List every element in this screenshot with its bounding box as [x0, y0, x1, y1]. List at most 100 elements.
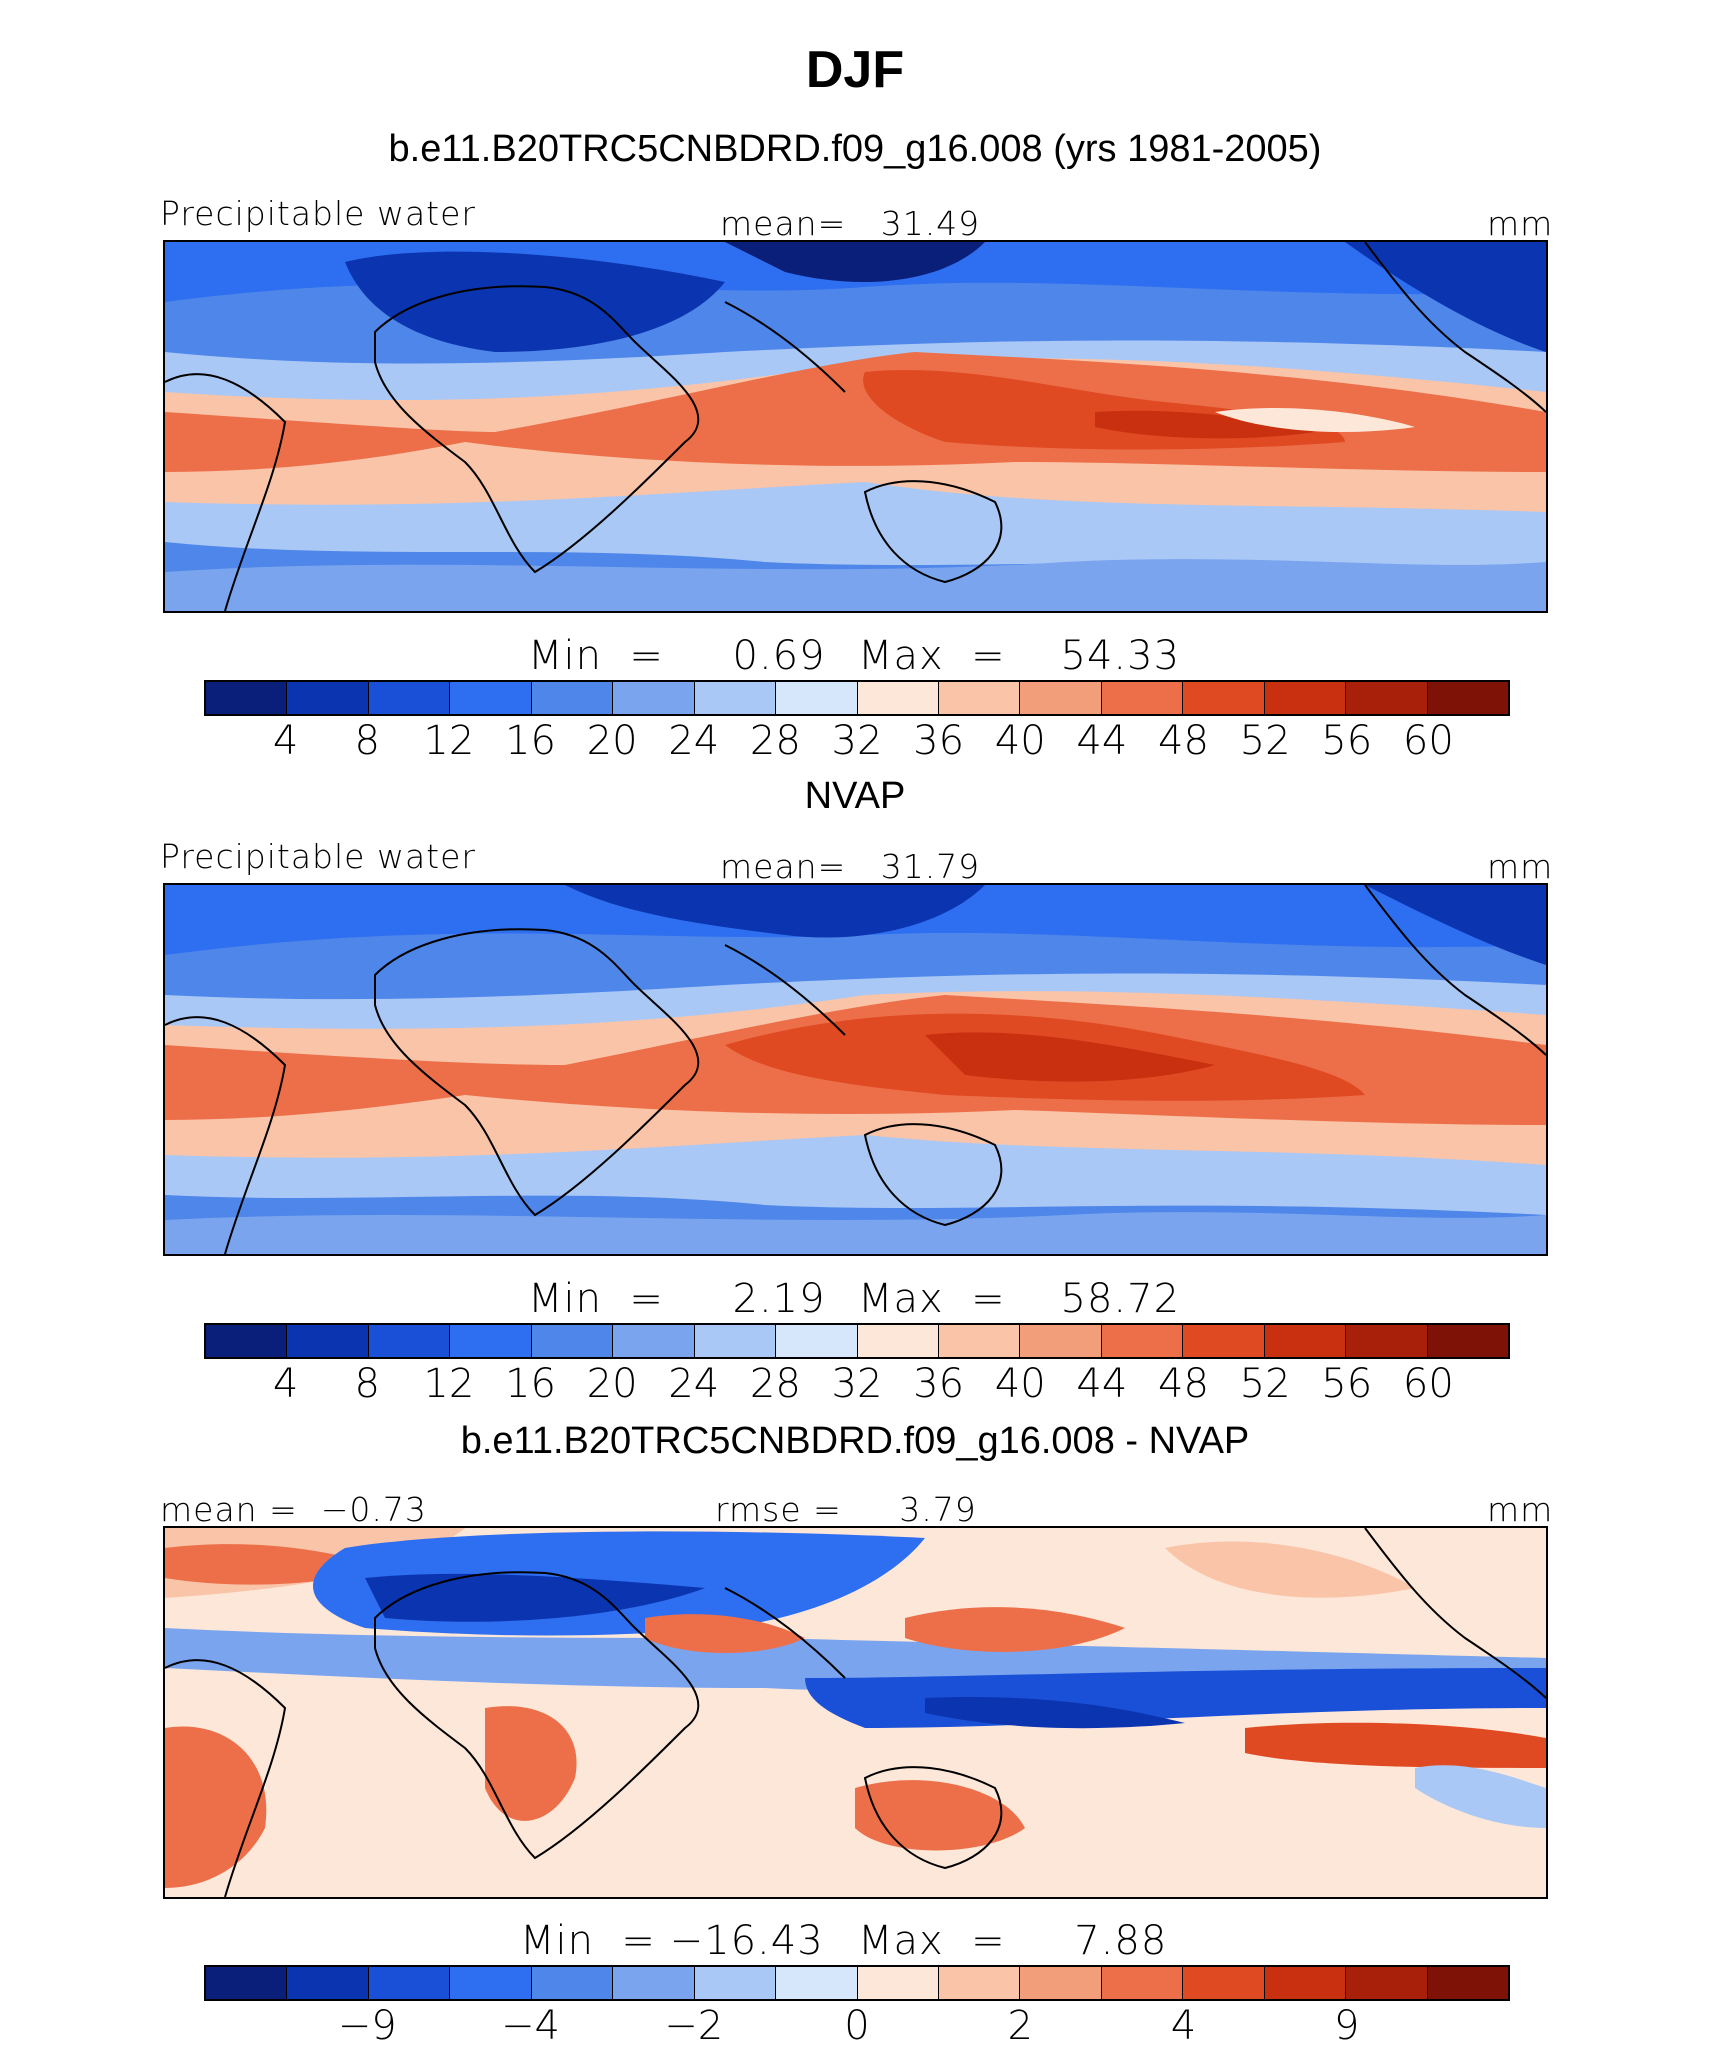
- panel-1-colorbar: [204, 680, 1510, 716]
- panel-2-colorbar-tick-label: 12: [423, 1361, 475, 1407]
- panel-2-field: [165, 885, 1546, 1254]
- panel-2-variable-label: Precipitable water: [160, 837, 476, 876]
- panel-3-colorbar-tick-label: 4: [1170, 2003, 1197, 2049]
- panel-3-colorbar-swatch: [450, 1967, 532, 1999]
- panel-2-colorbar-swatch: [857, 1325, 939, 1357]
- panel-2-colorbar-tick-label: 36: [913, 1361, 965, 1407]
- panel-2-colorbar-swatch: [1101, 1325, 1184, 1357]
- panel-3-colorbar-swatch: [1264, 1967, 1347, 1999]
- panel-3-max-label: Max = 7.88: [858, 1918, 1168, 1964]
- panel-2-colorbar-swatch: [776, 1325, 858, 1357]
- panel-2-map: [163, 883, 1548, 1256]
- panel-1-title: b.e11.B20TRC5CNBDRD.f09_g16.008 (yrs 198…: [388, 128, 1322, 170]
- panel-3-colorbar: [204, 1965, 1510, 2001]
- panel-2-units-label: mm: [1487, 847, 1554, 886]
- panel-1-colorbar-tick-label: 20: [586, 718, 638, 764]
- panel-1-units-label: mm: [1487, 204, 1554, 243]
- panel-3-map: [163, 1526, 1548, 1899]
- panel-1-colorbar-swatch: [531, 682, 614, 714]
- panel-3-rmse-label: rmse = 3.79: [715, 1490, 977, 1529]
- panel-3-colorbar-swatch: [1020, 1967, 1102, 1999]
- panel-3-mean-label: mean = −0.73: [160, 1490, 427, 1529]
- panel-3-colorbar-swatch: [1346, 1967, 1428, 1999]
- panel-1-min-label: Min = 0.69: [528, 633, 826, 679]
- panel-3-colorbar-swatch: [613, 1967, 695, 1999]
- panel-2-colorbar-swatch: [368, 1325, 451, 1357]
- panel-2-colorbar-swatch: [694, 1325, 777, 1357]
- panel-1-colorbar-tick-label: 52: [1239, 718, 1291, 764]
- panel-1-mean-label: mean= 31.49: [720, 204, 981, 243]
- panel-3-colorbar-swatch: [1183, 1967, 1265, 1999]
- panel-1-colorbar-tick-label: 8: [354, 718, 380, 764]
- panel-3-colorbar-swatch: [776, 1967, 858, 1999]
- panel-3-colorbar-tick-label: −2: [664, 2003, 724, 2049]
- panel-2-colorbar-tick-label: 32: [831, 1361, 883, 1407]
- panel-2-colorbar-tick-label: 8: [354, 1361, 380, 1407]
- panel-2-colorbar: [204, 1323, 1510, 1359]
- panel-2-colorbar-swatch: [938, 1325, 1021, 1357]
- panel-3-title: b.e11.B20TRC5CNBDRD.f09_g16.008 - NVAP: [460, 1420, 1250, 1462]
- panel-3-colorbar-tick-label: 0: [844, 2003, 870, 2049]
- panel-3-colorbar-swatch: [531, 1967, 614, 1999]
- panel-1-colorbar-tick-label: 48: [1158, 718, 1209, 764]
- panel-2-colorbar-swatch: [1020, 1325, 1102, 1357]
- panel-2-colorbar-tick-label: 16: [505, 1361, 556, 1407]
- panel-2-colorbar-swatch: [531, 1325, 614, 1357]
- panel-3-min-label: Min = −16.43: [520, 1918, 824, 1964]
- panel-2-colorbar-swatch: [1183, 1325, 1265, 1357]
- panel-1-colorbar-tick-label: 16: [505, 718, 556, 764]
- panel-2-colorbar-swatch: [287, 1325, 369, 1357]
- panel-3-colorbar-tick-label: −4: [501, 2003, 560, 2049]
- panel-3-colorbar-swatch: [694, 1967, 777, 1999]
- panel-2-colorbar-tick-label: 44: [1076, 1361, 1128, 1407]
- panel-2-colorbar-tick-label: 52: [1239, 1361, 1291, 1407]
- panel-3-colorbar-swatch: [287, 1967, 369, 1999]
- panel-2-colorbar-tick-label: 56: [1321, 1361, 1373, 1407]
- figure-title: DJF: [805, 41, 905, 99]
- panel-1-colorbar-swatch: [206, 682, 288, 714]
- panel-2-colorbar-tick-label: 24: [668, 1361, 720, 1407]
- panel-2-colorbar-swatch: [1346, 1325, 1428, 1357]
- panel-1-max-label: Max = 54.33: [858, 633, 1181, 679]
- panel-2-colorbar-swatch: [206, 1325, 288, 1357]
- panel-3-colorbar-ticks: −9 −4 −2 0 2 4 9: [0, 2003, 1710, 2053]
- panel-2-colorbar-tick-label: 20: [586, 1361, 638, 1407]
- panel-2-colorbar-swatch: [450, 1325, 532, 1357]
- panel-1-colorbar-swatch: [613, 682, 695, 714]
- panel-2-mean-label: mean= 31.79: [720, 847, 981, 886]
- panel-1-colorbar-tick-label: 40: [994, 718, 1046, 764]
- panel-1-colorbar-swatch: [1183, 682, 1265, 714]
- panel-3-colorbar-swatch: [1101, 1967, 1184, 1999]
- panel-2-colorbar-tick-label: 40: [994, 1361, 1046, 1407]
- panel-1-colorbar-swatch: [1101, 682, 1184, 714]
- panel-1-variable-label: Precipitable water: [160, 194, 476, 233]
- panel-1-colorbar-swatch: [287, 682, 369, 714]
- panel-3-colorbar-swatch: [857, 1967, 939, 1999]
- panel-2-colorbar-swatch: [1427, 1325, 1508, 1357]
- panel-3-colorbar-swatch: [1427, 1967, 1508, 1999]
- panel-3-colorbar-swatch: [938, 1967, 1021, 1999]
- panel-1-colorbar-swatch: [694, 682, 777, 714]
- panel-1-colorbar-tick-label: 32: [831, 718, 883, 764]
- panel-3-field: [165, 1528, 1546, 1897]
- panel-3-colorbar-tick-label: 9: [1334, 2003, 1360, 2049]
- panel-2-colorbar-tick-label: 28: [749, 1361, 801, 1407]
- panel-3-units-label: mm: [1487, 1490, 1554, 1529]
- panel-1-colorbar-swatch: [1264, 682, 1347, 714]
- panel-1-colorbar-swatch: [1427, 682, 1508, 714]
- panel-1-colorbar-swatch: [776, 682, 858, 714]
- panel-1-colorbar-swatch: [450, 682, 532, 714]
- panel-1-colorbar-tick-label: 4: [272, 718, 299, 764]
- panel-2-colorbar-tick-label: 48: [1158, 1361, 1209, 1407]
- panel-3-colorbar-swatch: [206, 1967, 288, 1999]
- panel-3-colorbar-tick-label: 2: [1007, 2003, 1033, 2049]
- panel-1-map: [163, 240, 1548, 613]
- panel-1-colorbar-tick-label: 56: [1321, 718, 1373, 764]
- panel-1-colorbar-swatch: [938, 682, 1021, 714]
- panel-1-colorbar-tick-label: 12: [423, 718, 475, 764]
- panel-1-colorbar-swatch: [1020, 682, 1102, 714]
- panel-1-colorbar-swatch: [368, 682, 451, 714]
- panel-1-colorbar-tick-label: 60: [1402, 718, 1454, 764]
- panel-1-colorbar-ticks: 4 8 12 16 20 24 28 32 36 40 44 48 52 56 60: [0, 718, 1710, 768]
- panel-2-colorbar-tick-label: 4: [272, 1361, 299, 1407]
